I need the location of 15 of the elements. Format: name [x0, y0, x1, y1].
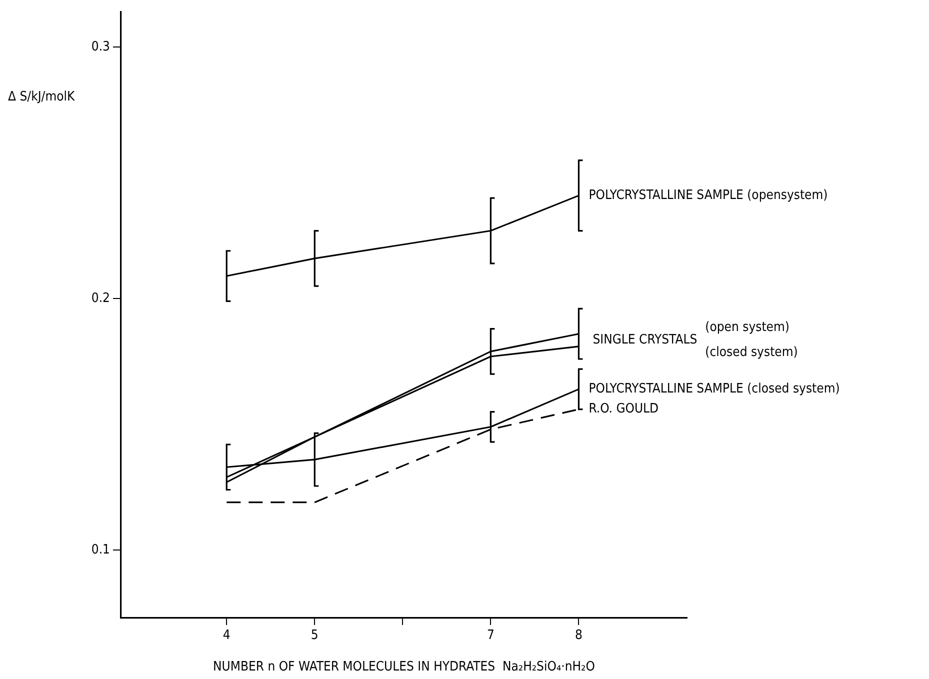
x-tick-label: 5 [310, 628, 318, 644]
x-axis-title: NUMBER n OF WATER MOLECULES IN HYDRATES Na₂H₂SiO₄·nH₂O [213, 660, 595, 675]
x-tick-label: 4 [222, 628, 230, 644]
y-tick-label: 0.1 [91, 542, 110, 558]
series-label: POLYCRYSTALLINE SAMPLE (closed system) [588, 382, 840, 397]
y-tick-label: 0.2 [91, 291, 110, 306]
text: (closed system) [705, 344, 798, 360]
y-axis-title: Δ S/kJ/molK [8, 90, 76, 105]
text: (open system) [705, 320, 790, 336]
annotation: SINGLE CRYSTALS [592, 332, 698, 348]
series-label: POLYCRYSTALLINE SAMPLE (opensystem) [588, 188, 828, 203]
y-tick-label: 0.3 [91, 40, 110, 55]
x-tick-label: 7 [486, 628, 494, 644]
series-label: R.O. GOULD [588, 402, 659, 417]
x-tick-label: 8 [575, 628, 582, 644]
